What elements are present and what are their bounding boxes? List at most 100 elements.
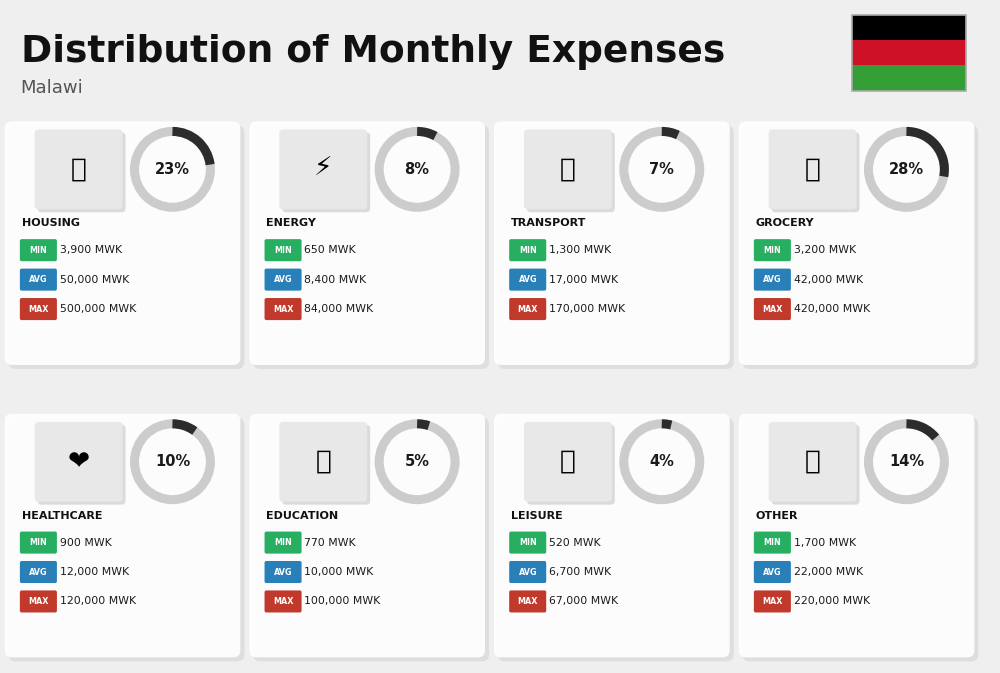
FancyBboxPatch shape [852,40,966,65]
FancyBboxPatch shape [769,422,857,501]
Text: LEISURE: LEISURE [511,511,563,521]
FancyBboxPatch shape [282,425,370,505]
Text: MIN: MIN [30,246,47,254]
Text: 7%: 7% [649,162,674,177]
Text: 120,000 MWK: 120,000 MWK [60,596,136,606]
Text: TRANSPORT: TRANSPORT [511,218,586,228]
Text: AVG: AVG [518,275,537,284]
Text: ENERGY: ENERGY [266,218,316,228]
FancyBboxPatch shape [772,425,860,505]
Text: AVG: AVG [29,275,48,284]
FancyBboxPatch shape [754,298,791,320]
Text: HEALTHCARE: HEALTHCARE [22,511,102,521]
Text: 🚌: 🚌 [560,156,576,182]
Text: MAX: MAX [273,597,293,606]
FancyBboxPatch shape [265,561,302,583]
Text: AVG: AVG [518,567,537,577]
Text: MIN: MIN [30,538,47,547]
Text: AVG: AVG [763,567,782,577]
Text: 8%: 8% [405,162,430,177]
FancyBboxPatch shape [509,590,546,612]
Text: 1,700 MWK: 1,700 MWK [794,538,856,548]
Text: AVG: AVG [29,567,48,577]
Text: MAX: MAX [28,305,49,314]
Text: OTHER: OTHER [756,511,798,521]
FancyBboxPatch shape [265,532,302,554]
Text: 22,000 MWK: 22,000 MWK [794,567,863,577]
Text: 770 MWK: 770 MWK [304,538,356,548]
FancyBboxPatch shape [852,65,966,90]
FancyBboxPatch shape [739,414,974,658]
Text: 8,400 MWK: 8,400 MWK [304,275,366,285]
Text: 12,000 MWK: 12,000 MWK [60,567,129,577]
FancyBboxPatch shape [527,425,615,505]
FancyBboxPatch shape [498,418,734,662]
Text: MAX: MAX [762,597,783,606]
Text: Distribution of Monthly Expenses: Distribution of Monthly Expenses [21,34,725,69]
Text: 84,000 MWK: 84,000 MWK [304,304,373,314]
Text: 900 MWK: 900 MWK [60,538,111,548]
FancyBboxPatch shape [754,239,791,261]
Text: 170,000 MWK: 170,000 MWK [549,304,625,314]
Text: 67,000 MWK: 67,000 MWK [549,596,618,606]
FancyBboxPatch shape [527,133,615,212]
Text: MAX: MAX [28,597,49,606]
FancyBboxPatch shape [282,133,370,212]
FancyBboxPatch shape [265,269,302,291]
FancyBboxPatch shape [754,532,791,554]
Text: 1,300 MWK: 1,300 MWK [549,245,611,255]
FancyBboxPatch shape [509,239,546,261]
Text: 💰: 💰 [805,449,821,474]
FancyBboxPatch shape [9,418,244,662]
FancyBboxPatch shape [249,121,485,365]
Text: MIN: MIN [519,538,537,547]
FancyBboxPatch shape [20,239,57,261]
Text: 4%: 4% [649,454,674,469]
FancyBboxPatch shape [279,422,367,501]
Text: EDUCATION: EDUCATION [266,511,338,521]
FancyBboxPatch shape [265,590,302,612]
Text: AVG: AVG [274,567,292,577]
FancyBboxPatch shape [265,298,302,320]
FancyBboxPatch shape [509,532,546,554]
Text: 6,700 MWK: 6,700 MWK [549,567,611,577]
Text: 100,000 MWK: 100,000 MWK [304,596,381,606]
FancyBboxPatch shape [35,422,123,501]
FancyBboxPatch shape [498,125,734,369]
FancyBboxPatch shape [754,269,791,291]
Text: GROCERY: GROCERY [756,218,814,228]
Text: 5%: 5% [405,454,430,469]
Text: AVG: AVG [274,275,292,284]
Text: 23%: 23% [155,162,190,177]
FancyBboxPatch shape [38,425,126,505]
FancyBboxPatch shape [852,15,966,40]
Text: AVG: AVG [763,275,782,284]
FancyBboxPatch shape [5,414,240,658]
FancyBboxPatch shape [249,414,485,658]
FancyBboxPatch shape [754,590,791,612]
Text: 17,000 MWK: 17,000 MWK [549,275,618,285]
Text: ❤: ❤ [68,449,90,474]
FancyBboxPatch shape [20,561,57,583]
Text: MAX: MAX [273,305,293,314]
FancyBboxPatch shape [754,561,791,583]
FancyBboxPatch shape [739,121,974,365]
Text: MIN: MIN [763,538,781,547]
FancyBboxPatch shape [494,414,730,658]
Text: MAX: MAX [762,305,783,314]
Text: 500,000 MWK: 500,000 MWK [60,304,136,314]
Text: 🎓: 🎓 [315,449,331,474]
Text: 10,000 MWK: 10,000 MWK [304,567,374,577]
FancyBboxPatch shape [253,418,489,662]
Text: 14%: 14% [889,454,924,469]
Text: 🛍: 🛍 [560,449,576,474]
FancyBboxPatch shape [509,298,546,320]
Text: 50,000 MWK: 50,000 MWK [60,275,129,285]
FancyBboxPatch shape [509,269,546,291]
FancyBboxPatch shape [20,532,57,554]
Text: Malawi: Malawi [21,79,83,96]
FancyBboxPatch shape [5,121,240,365]
Text: MIN: MIN [519,246,537,254]
FancyBboxPatch shape [772,133,860,212]
FancyBboxPatch shape [524,129,612,209]
